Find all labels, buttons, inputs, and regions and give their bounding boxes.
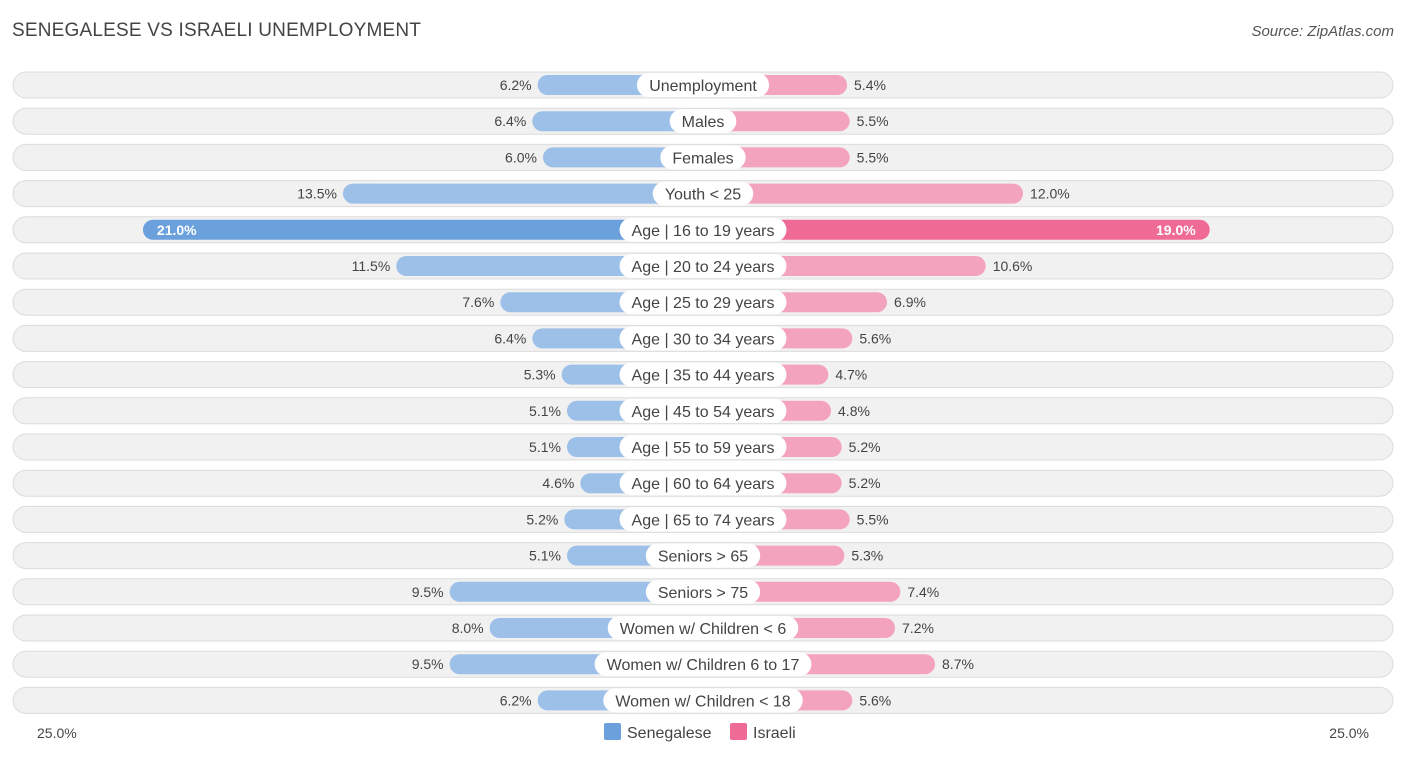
axis-max-label: 25.0% [1329, 725, 1369, 741]
category-label-pill [619, 217, 787, 242]
category-label-pill [652, 181, 754, 206]
category-label: Age | 65 to 74 years [632, 512, 775, 529]
legend-label-senegalese: Senegalese [627, 725, 712, 742]
bar-senegalese [342, 183, 703, 204]
category-label-pill [619, 471, 787, 496]
value-label-senegalese: 6.4% [494, 330, 526, 346]
category-label-pill [603, 688, 803, 713]
category-label: Women w/ Children < 18 [615, 693, 790, 710]
category-label: Seniors > 75 [658, 585, 748, 602]
category-label: Age | 30 to 34 years [632, 331, 775, 348]
category-label-pill [607, 616, 799, 640]
category-label: Age | 16 to 19 years [632, 223, 775, 240]
category-label-pill [669, 109, 737, 134]
value-label-senegalese: 4.6% [542, 475, 574, 491]
category-label: Females [672, 150, 733, 167]
category-label: Seniors > 65 [658, 549, 748, 566]
value-label-israeli: 4.7% [835, 367, 867, 383]
bar-senegalese [449, 581, 703, 602]
category-label: Age | 55 to 59 years [632, 440, 775, 457]
value-label-senegalese: 6.4% [494, 113, 526, 129]
value-label-israeli: 5.5% [857, 113, 889, 129]
value-label-israeli: 19.0% [1156, 222, 1196, 238]
chart-title: SENEGALESE VS ISRAELI UNEMPLOYMENT [12, 20, 422, 41]
category-label: Women w/ Children < 6 [620, 621, 787, 638]
value-label-senegalese: 7.6% [462, 294, 494, 310]
value-label-israeli: 5.2% [849, 475, 881, 491]
category-label-pill [619, 435, 787, 459]
value-label-israeli: 6.9% [894, 294, 926, 310]
category-label-pill [660, 145, 746, 170]
value-label-israeli: 5.3% [851, 548, 883, 564]
legend-swatch-israeli [730, 723, 747, 740]
value-label-senegalese: 6.2% [500, 77, 532, 93]
category-label-pill [594, 652, 812, 677]
category-label: Age | 45 to 54 years [632, 404, 775, 421]
value-label-israeli: 5.2% [849, 439, 881, 455]
source-note: Source: ZipAtlas.com [1251, 23, 1394, 40]
axis-min-label: 25.0% [37, 725, 77, 741]
value-label-israeli: 5.6% [859, 330, 891, 346]
value-label-israeli: 4.8% [838, 403, 870, 419]
value-label-israeli: 10.6% [993, 258, 1033, 274]
legend-swatch-senegalese [604, 723, 621, 740]
value-label-senegalese: 5.2% [526, 511, 558, 527]
category-label: Age | 25 to 29 years [632, 295, 775, 312]
category-label-pill [636, 73, 770, 97]
category-label: Age | 60 to 64 years [632, 476, 775, 493]
value-label-israeli: 8.7% [942, 656, 974, 672]
value-label-senegalese: 6.2% [500, 692, 532, 708]
category-label: Age | 20 to 24 years [632, 259, 775, 276]
category-label: Unemployment [649, 78, 757, 95]
value-label-israeli: 5.5% [857, 511, 889, 527]
value-label-senegalese: 5.3% [524, 367, 556, 383]
category-label-pill [619, 326, 787, 351]
legend-label-israeli: Israeli [753, 725, 796, 742]
bar-senegalese [532, 111, 703, 132]
category-label: Women w/ Children 6 to 17 [607, 657, 800, 674]
category-label-pill [619, 362, 787, 387]
category-label: Males [682, 114, 725, 131]
category-label-pill [619, 398, 787, 423]
bar-senegalese [142, 219, 703, 240]
value-label-senegalese: 9.5% [412, 584, 444, 600]
value-label-senegalese: 5.1% [529, 439, 561, 455]
value-label-israeli: 5.5% [857, 149, 889, 165]
value-label-senegalese: 5.1% [529, 403, 561, 419]
value-label-senegalese: 21.0% [157, 222, 197, 238]
value-label-israeli: 5.4% [854, 77, 886, 93]
value-label-israeli: 7.2% [902, 620, 934, 636]
category-label-pill [619, 290, 787, 315]
value-label-senegalese: 8.0% [452, 620, 484, 636]
value-label-senegalese: 5.1% [529, 548, 561, 564]
value-label-senegalese: 13.5% [297, 186, 337, 202]
category-label-pill [645, 579, 761, 604]
category-label: Age | 35 to 44 years [632, 368, 775, 385]
category-label-pill [619, 254, 787, 278]
value-label-israeli: 7.4% [907, 584, 939, 600]
value-label-senegalese: 9.5% [412, 656, 444, 672]
value-label-senegalese: 11.5% [352, 258, 391, 274]
category-label: Youth < 25 [665, 187, 741, 204]
bar-israeli [703, 111, 850, 132]
bar-israeli [703, 183, 1024, 204]
value-label-senegalese: 6.0% [505, 149, 537, 165]
category-label-pill [645, 543, 761, 568]
value-label-israeli: 5.6% [859, 692, 891, 708]
bar-israeli [703, 219, 1210, 240]
category-label-pill [619, 507, 787, 532]
value-label-israeli: 12.0% [1030, 186, 1070, 202]
